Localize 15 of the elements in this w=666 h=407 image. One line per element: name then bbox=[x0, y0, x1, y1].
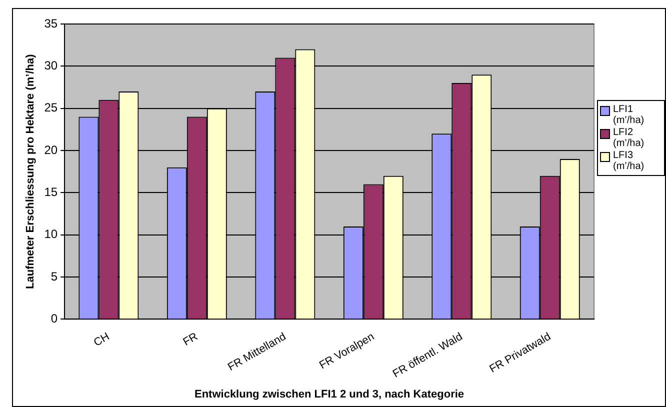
x-tick-label: FR bbox=[181, 330, 200, 349]
legend-label: LFI1 (m’/ha) bbox=[613, 104, 646, 126]
x-axis-title: Entwicklung zwischen LFI1 2 und 3, nach Kategorie bbox=[194, 388, 464, 400]
y-tick-label: 0 bbox=[50, 312, 58, 326]
y-tick-label: 15 bbox=[44, 185, 58, 200]
y-axis-title: Laufmeter Erschliessung pro Hektare (m’/ha) bbox=[24, 54, 37, 289]
y-tick-label: 25 bbox=[44, 100, 58, 115]
y-tick-label: 30 bbox=[44, 58, 58, 72]
y-tick-label: 35 bbox=[44, 16, 58, 30]
y-tick-label: 10 bbox=[44, 227, 58, 242]
y-tick-label: 5 bbox=[50, 269, 58, 284]
y-tick-label: 20 bbox=[44, 142, 58, 157]
legend-label: LFI3 (m’/ha) bbox=[613, 150, 646, 172]
legend-label: LFI2 (m’/ha) bbox=[613, 127, 646, 149]
x-tick-label: CH bbox=[92, 330, 112, 350]
